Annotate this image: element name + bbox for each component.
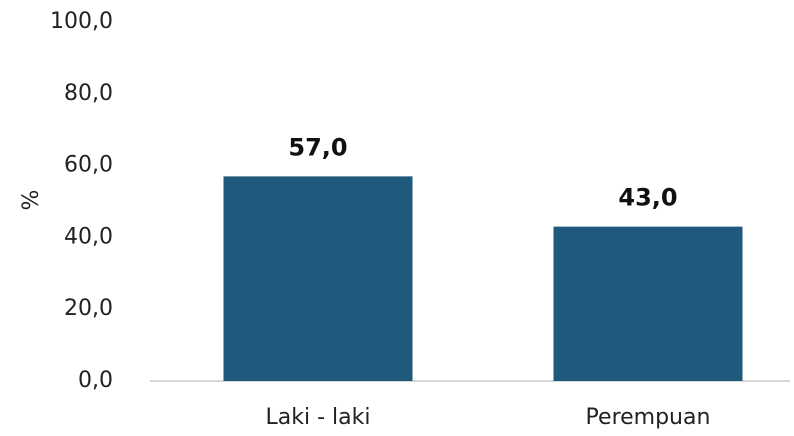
value-label: 57,0 — [288, 133, 347, 161]
y-tick-label: 60,0 — [64, 153, 113, 178]
y-tick-label: 0,0 — [78, 368, 113, 393]
y-tick-label: 80,0 — [64, 81, 113, 106]
x-tick-label: Laki - laki — [266, 405, 371, 430]
y-tick-label: 40,0 — [64, 224, 113, 249]
y-tick-label: 20,0 — [64, 296, 113, 321]
y-axis-label: % — [19, 190, 44, 211]
bar — [223, 176, 413, 381]
y-tick-label: 100,0 — [50, 9, 113, 34]
value-label: 43,0 — [618, 184, 677, 212]
x-tick-label: Perempuan — [586, 405, 711, 430]
bar — [553, 226, 743, 381]
